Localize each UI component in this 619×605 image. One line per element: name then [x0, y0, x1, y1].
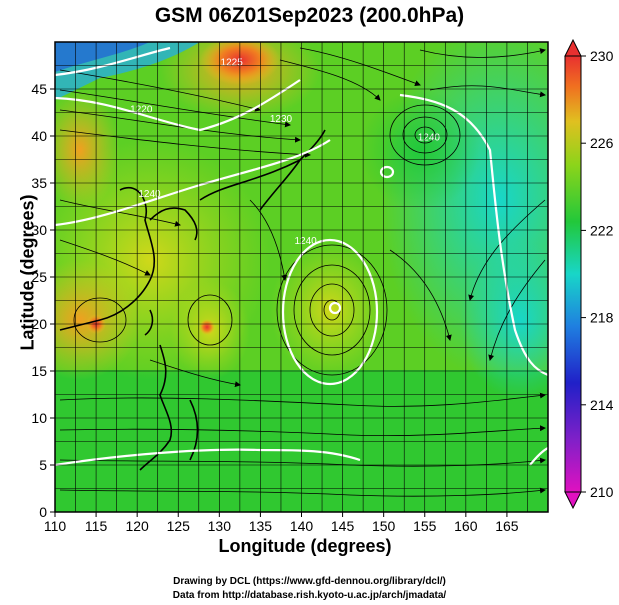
y-tick-label: 0 [39, 504, 47, 520]
y-tick-label: 45 [31, 81, 47, 97]
credit-data: Data from http://database.rish.kyoto-u.a… [172, 590, 447, 601]
grid [54, 41, 549, 513]
contour-label: 1220 [130, 105, 153, 116]
x-tick-label: 130 [208, 518, 232, 534]
x-tick-label: 155 [413, 518, 437, 534]
y-tick-label: 35 [31, 175, 47, 191]
shaded-field [55, 42, 548, 512]
contour-label: 1240 [294, 236, 317, 247]
colorbar-tick-label: 210 [590, 484, 614, 500]
y-tick-label: 20 [31, 316, 47, 332]
x-axis-label: Longitude (degrees) [218, 536, 392, 556]
x-tick-label: 110 [44, 518, 67, 534]
colorbar-gradient [564, 55, 582, 493]
contour-label: 1240 [418, 133, 441, 144]
x-tick-label: 160 [454, 518, 478, 534]
y-axis-label: Latitude (degrees) [17, 194, 38, 351]
y-tick-label: 40 [31, 128, 47, 144]
colorbar-bottom-triangle [564, 491, 582, 510]
map-title: GSM 06Z01Sep2023 (200.0hPa) [154, 4, 465, 27]
x-tick-label: 145 [331, 518, 355, 534]
x-tick-label: 150 [372, 518, 396, 534]
y-tick-label: 10 [31, 410, 47, 426]
x-tick-label: 125 [167, 518, 191, 534]
y-tick-label: 25 [31, 269, 47, 285]
x-tick-label: 115 [85, 518, 108, 534]
x-axis-ticks: 110 115 120 125 130 135 140 145 150 155 160 165 [44, 512, 519, 534]
colorbar-ticks: 210 214 218 222 226 230 [581, 48, 614, 500]
colorbar-tick-label: 226 [590, 135, 614, 151]
y-tick-label: 15 [31, 363, 47, 379]
credit-drawing: Drawing by DCL (https://www.gfd-dennou.o… [173, 576, 446, 587]
x-tick-label: 120 [125, 518, 149, 534]
y-tick-label: 30 [31, 222, 47, 238]
colorbar-tick-label: 218 [590, 310, 614, 326]
contour-label: 1225 [221, 58, 244, 69]
contour-label: 1240 [138, 189, 161, 200]
colorbar-tick-label: 230 [590, 48, 614, 64]
y-tick-label: 5 [39, 457, 47, 473]
colorbar-top-triangle [564, 38, 582, 57]
x-tick-label: 165 [495, 518, 519, 534]
colorbar: 210 214 218 222 226 230 [564, 38, 614, 510]
colorbar-tick-label: 214 [590, 397, 614, 413]
x-tick-label: 140 [290, 518, 314, 534]
y-axis-ticks: 0 5 10 15 20 25 30 35 40 45 [31, 81, 55, 520]
colorbar-tick-label: 222 [590, 222, 614, 238]
x-tick-label: 135 [249, 518, 273, 534]
